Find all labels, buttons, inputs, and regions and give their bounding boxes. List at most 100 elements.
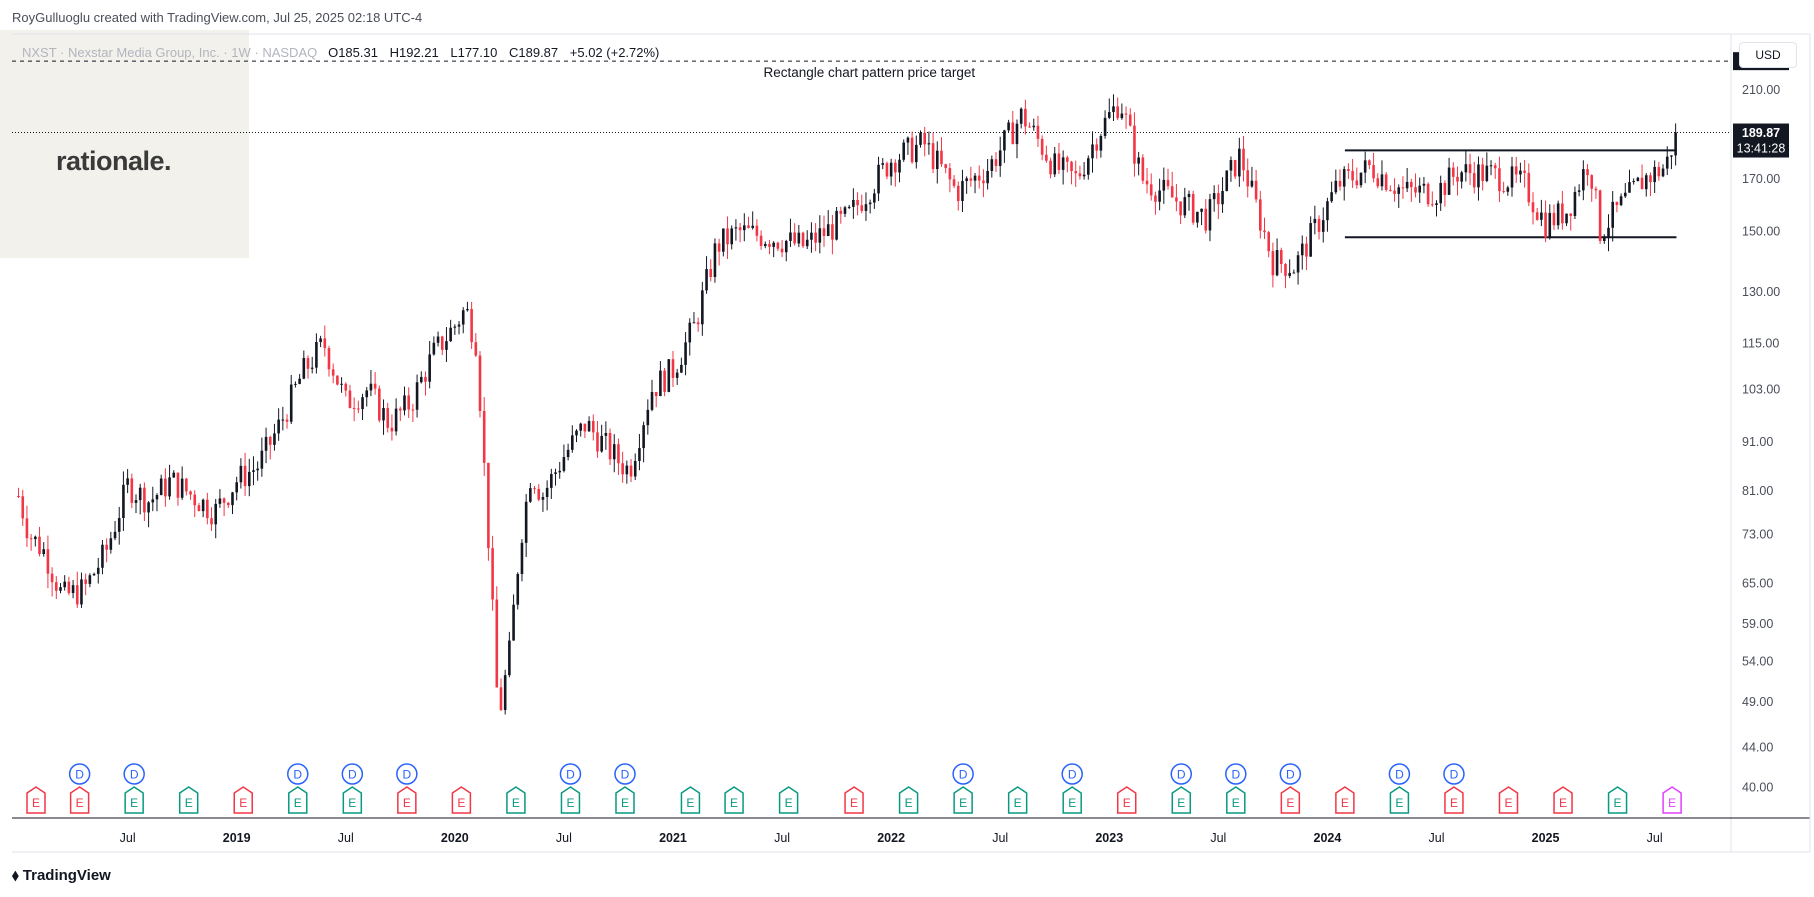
earnings-marker[interactable] bbox=[1389, 786, 1410, 814]
candle-body bbox=[189, 491, 192, 495]
candle-body bbox=[1154, 195, 1157, 202]
earnings-marker[interactable] bbox=[778, 786, 799, 814]
earnings-marker[interactable] bbox=[953, 786, 973, 814]
dividend-marker[interactable] bbox=[341, 763, 364, 785]
candle-body bbox=[1300, 243, 1304, 256]
earnings-marker[interactable] bbox=[1007, 786, 1028, 814]
dividend-marker[interactable] bbox=[952, 763, 974, 785]
candle-body bbox=[1204, 208, 1208, 231]
candle-body bbox=[1443, 182, 1447, 195]
candle-body bbox=[218, 498, 222, 504]
earnings-marker[interactable] bbox=[1553, 786, 1573, 814]
earnings-marker[interactable] bbox=[1062, 786, 1082, 814]
dividend-marker-label: D bbox=[1395, 768, 1404, 782]
time-tick-label: Jul bbox=[1210, 831, 1226, 845]
dividend-marker[interactable] bbox=[1443, 763, 1465, 785]
dividend-marker[interactable] bbox=[559, 763, 582, 785]
candle-body bbox=[667, 359, 671, 392]
dividend-marker[interactable] bbox=[614, 763, 636, 785]
candle-body bbox=[1405, 181, 1409, 189]
earnings-marker[interactable] bbox=[69, 786, 90, 814]
earnings-marker[interactable] bbox=[288, 786, 308, 814]
dividend-marker[interactable] bbox=[1388, 763, 1411, 785]
earnings-marker-label: E bbox=[785, 796, 793, 810]
earnings-marker[interactable] bbox=[26, 786, 46, 814]
earnings-marker[interactable] bbox=[1280, 786, 1301, 814]
candle-body bbox=[944, 164, 947, 169]
price-tick-label: 54.00 bbox=[1742, 654, 1773, 668]
candle-body bbox=[436, 336, 440, 343]
earnings-marker[interactable] bbox=[1171, 786, 1192, 814]
candle-body bbox=[1527, 172, 1531, 203]
candle-body bbox=[1250, 180, 1254, 187]
candle-body bbox=[168, 477, 171, 497]
symbol-legend[interactable]: NXST · Nexstar Media Group, Inc. · 1W · … bbox=[22, 45, 667, 60]
earnings-marker[interactable] bbox=[506, 786, 526, 814]
earnings-marker[interactable] bbox=[1116, 786, 1137, 814]
earnings-marker[interactable] bbox=[560, 786, 581, 814]
earnings-marker-label: E bbox=[76, 796, 84, 810]
candle-body bbox=[1603, 236, 1606, 242]
time-tick-label: 2019 bbox=[223, 831, 251, 845]
candle-body bbox=[1670, 155, 1673, 157]
dividend-marker[interactable] bbox=[1279, 763, 1302, 785]
candle-body bbox=[126, 478, 129, 485]
candle-body bbox=[1326, 201, 1329, 221]
earnings-marker[interactable] bbox=[1662, 786, 1682, 814]
candle-body bbox=[323, 338, 327, 349]
earnings-marker[interactable] bbox=[615, 786, 635, 814]
currency-button[interactable]: USD bbox=[1739, 42, 1797, 68]
candle-body bbox=[113, 531, 117, 539]
earnings-marker[interactable] bbox=[1607, 786, 1628, 814]
candle-body bbox=[1003, 130, 1006, 151]
earnings-marker[interactable] bbox=[724, 786, 744, 814]
earnings-marker-label: E bbox=[1668, 796, 1676, 810]
candle-body bbox=[684, 342, 687, 365]
candle-body bbox=[298, 378, 301, 384]
dividend-marker[interactable] bbox=[68, 763, 91, 785]
earnings-marker-label: E bbox=[1450, 796, 1458, 810]
dividend-marker-label: D bbox=[959, 768, 968, 782]
earnings-marker[interactable] bbox=[178, 786, 199, 814]
dividend-marker[interactable] bbox=[123, 763, 145, 785]
earnings-marker[interactable] bbox=[1498, 786, 1519, 814]
candle-body bbox=[562, 457, 566, 471]
dividend-marker[interactable] bbox=[287, 763, 309, 785]
candle-body bbox=[638, 448, 641, 461]
dividend-marker[interactable] bbox=[1061, 763, 1083, 785]
earnings-marker[interactable] bbox=[342, 786, 363, 814]
dividend-marker-label: D bbox=[403, 768, 412, 782]
candle-body bbox=[352, 407, 356, 409]
earnings-marker[interactable] bbox=[451, 786, 472, 814]
earnings-marker[interactable] bbox=[680, 786, 701, 814]
candle-body bbox=[499, 687, 503, 711]
earnings-marker[interactable] bbox=[233, 786, 253, 814]
candle-body bbox=[868, 202, 872, 205]
candle-body bbox=[424, 376, 427, 382]
candle-body bbox=[952, 179, 956, 186]
earnings-marker[interactable] bbox=[1335, 786, 1355, 814]
tradingview-brand[interactable]: ⬧ TradingView bbox=[12, 867, 111, 884]
candle-body bbox=[935, 150, 939, 170]
candle-body bbox=[1640, 177, 1644, 190]
dividend-marker[interactable] bbox=[1170, 763, 1193, 785]
candle-body bbox=[1514, 166, 1518, 175]
candle-body bbox=[1598, 190, 1602, 242]
candle-body bbox=[239, 465, 243, 483]
earnings-marker[interactable] bbox=[898, 786, 919, 814]
earnings-marker[interactable] bbox=[1226, 786, 1246, 814]
dividend-marker[interactable] bbox=[396, 763, 418, 785]
earnings-marker[interactable] bbox=[1444, 786, 1464, 814]
candle-body bbox=[873, 193, 876, 203]
candle-body bbox=[889, 162, 893, 177]
candle-body bbox=[390, 427, 394, 432]
candle-body bbox=[554, 472, 557, 475]
earnings-marker[interactable] bbox=[844, 786, 864, 814]
candle-body bbox=[340, 383, 343, 385]
earnings-marker[interactable] bbox=[397, 786, 417, 814]
earnings-marker[interactable] bbox=[124, 786, 144, 814]
candle-body bbox=[722, 228, 725, 252]
dividend-marker[interactable] bbox=[1225, 763, 1247, 785]
candle-body bbox=[453, 326, 457, 328]
